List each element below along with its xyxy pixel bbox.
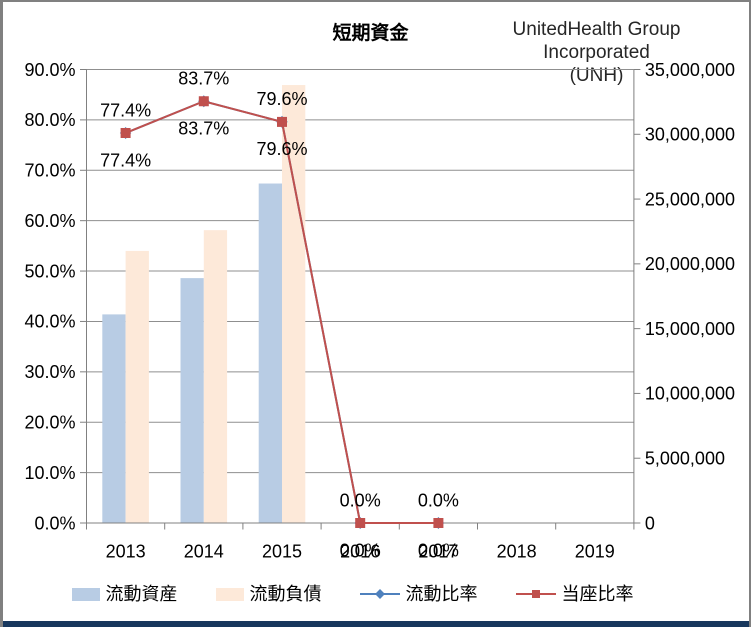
- quick-ratio-line-icon: [515, 590, 556, 598]
- x-axis-label-2018: 2018: [497, 541, 537, 561]
- chart-legend: 流動資産 流動負債 流動比率 当座比率: [3, 581, 749, 607]
- chart-company-title[interactable]: UnitedHealth Group Incorporated (UNH): [458, 18, 735, 87]
- left-axis-label: 30.0%: [24, 362, 75, 382]
- x-axis-label-2019: 2019: [575, 541, 615, 561]
- bar-current-assets-2014: [180, 278, 204, 523]
- bar-current-assets-2013: [102, 314, 126, 523]
- bar-current-liabilities-2014: [203, 230, 228, 523]
- company-name: UnitedHealth Group Incorporated: [512, 19, 681, 63]
- left-axis-label: 20.0%: [24, 413, 75, 433]
- marker-quick-ratio-2016: [355, 518, 366, 528]
- current-liabilities-swatch: [215, 587, 244, 601]
- data-label-current-ratio-2014: 83.7%: [178, 119, 229, 139]
- x-axis-label-2015: 2015: [262, 541, 302, 561]
- left-axis-label: 90.0%: [24, 60, 75, 80]
- marker-quick-ratio-2015: [277, 116, 287, 127]
- chart-plot-area[interactable]: 0.0% 10.0% 20.0% 30.0% 40.0% 50.0% 60.0% 70.0% 8…: [3, 2, 751, 627]
- current-ratio-line-icon: [359, 589, 400, 599]
- legend-item-current-ratio[interactable]: 流動比率: [359, 584, 478, 604]
- left-axis-label: 70.0%: [24, 161, 75, 181]
- data-label-quick-ratio-2016: 0.0%: [340, 490, 381, 510]
- chart-title[interactable]: 短期資金: [332, 23, 409, 44]
- data-label-current-ratio-2017: 0.0%: [418, 540, 459, 560]
- left-axis-label: 40.0%: [24, 312, 75, 332]
- right-axis-label: 25,000,000: [645, 189, 735, 209]
- legend-item-current-assets[interactable]: 流動資産: [71, 584, 178, 604]
- data-label-quick-ratio-2013: 77.4%: [100, 100, 151, 120]
- x-axis-label-2013: 2013: [106, 541, 146, 561]
- x-axis-label-2016: 2016: [340, 541, 380, 561]
- right-axis-label: 5,000,000: [645, 449, 725, 469]
- legend-label: 流動資産: [105, 584, 178, 604]
- legend-item-quick-ratio[interactable]: 当座比率: [515, 584, 634, 604]
- right-axis-label: 0: [645, 513, 655, 533]
- right-axis-label: 15,000,000: [645, 319, 735, 339]
- left-axis-label: 80.0%: [24, 110, 75, 130]
- bar-current-assets-2015: [258, 183, 282, 523]
- right-axis-label: 20,000,000: [645, 254, 735, 274]
- data-label-quick-ratio-2015: 79.6%: [256, 89, 307, 109]
- left-axis-label: 10.0%: [24, 463, 75, 483]
- legend-label: 当座比率: [561, 584, 634, 604]
- right-axis-label: 10,000,000: [645, 384, 735, 404]
- current-assets-swatch: [71, 587, 100, 601]
- marker-quick-ratio-2017: [433, 518, 444, 528]
- legend-label: 流動負債: [249, 584, 322, 604]
- data-label-current-ratio-2013: 77.4%: [100, 150, 151, 170]
- data-label-current-ratio-2016: 0.0%: [340, 540, 381, 560]
- bar-current-liabilities-2013: [125, 250, 149, 523]
- right-axis-label: 35,000,000: [645, 60, 735, 80]
- data-label-quick-ratio-2014: 83.7%: [178, 69, 229, 89]
- left-axis-label: 50.0%: [24, 261, 75, 281]
- legend-label: 流動比率: [405, 584, 478, 604]
- bar-current-liabilities-2015: [282, 85, 306, 523]
- data-label-quick-ratio-2017: 0.0%: [418, 490, 459, 510]
- square-marker-icon: [531, 590, 540, 598]
- x-axis-label-2017: 2017: [418, 541, 458, 561]
- legend-item-current-liabilities[interactable]: 流動負債: [215, 584, 322, 604]
- diamond-marker-icon: [374, 589, 385, 599]
- right-axis-label: 30,000,000: [645, 125, 735, 145]
- company-ticker: (UNH): [569, 65, 624, 86]
- data-label-current-ratio-2015: 79.6%: [256, 139, 307, 159]
- marker-quick-ratio-2014: [198, 96, 209, 107]
- marker-quick-ratio-2013: [120, 127, 131, 138]
- bottom-accent-bar: [3, 621, 749, 627]
- x-axis-label-2014: 2014: [184, 541, 224, 561]
- left-axis-label: 0.0%: [34, 513, 75, 533]
- left-axis-label: 60.0%: [24, 211, 75, 231]
